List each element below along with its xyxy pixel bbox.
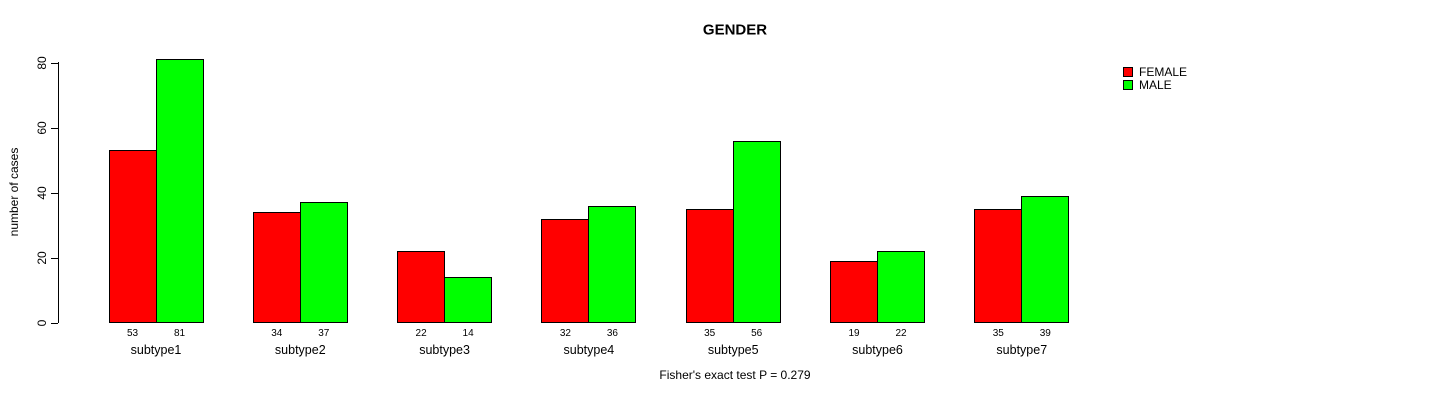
bar-value-label: 36	[606, 328, 618, 339]
bar-value-label: 53	[126, 328, 139, 339]
y-axis-label: number of cases	[7, 147, 21, 237]
y-tick-mark	[51, 192, 58, 194]
y-tick-mark	[51, 322, 58, 324]
y-tick-label: 20	[35, 250, 49, 265]
bar-male-subtype3	[444, 277, 493, 323]
y-tick-label: 60	[35, 120, 49, 135]
y-tick-mark	[51, 62, 58, 64]
bar-value-label: 39	[1039, 328, 1051, 339]
annotation-text: Fisher's exact test P = 0.279	[659, 368, 811, 382]
bar-value-label: 19	[848, 328, 860, 339]
category-label-subtype4: subtype4	[563, 343, 615, 357]
bar-male-subtype7	[1021, 195, 1070, 323]
bar-value-label: 35	[704, 328, 716, 339]
bar-female-subtype1	[108, 150, 157, 323]
bar-male-subtype2	[299, 202, 348, 323]
legend-item-female: FEMALE	[1123, 65, 1187, 79]
bar-male-subtype5	[732, 140, 781, 323]
category-label-subtype1: subtype1	[130, 343, 182, 357]
bar-value-label: 81	[173, 328, 186, 339]
y-tick-mark	[51, 127, 58, 129]
chart-title: GENDER	[702, 21, 768, 39]
bar-female-subtype2	[252, 212, 301, 323]
bar-value-label: 32	[559, 328, 571, 339]
legend-swatch-icon	[1123, 80, 1133, 91]
y-axis-line	[58, 62, 59, 323]
bar-value-label: 35	[992, 328, 1004, 339]
legend-swatch-icon	[1123, 66, 1133, 77]
bar-value-label: 34	[271, 328, 283, 339]
bar-male-subtype6	[877, 251, 925, 323]
bar-female-subtype5	[685, 208, 734, 323]
bar-value-label: 37	[318, 328, 330, 339]
bar-male-subtype1	[155, 59, 204, 323]
bar-female-subtype7	[974, 208, 1023, 323]
legend: FEMALE MALE	[1123, 65, 1187, 92]
bar-value-label: 22	[895, 328, 907, 339]
category-label-subtype5: subtype5	[707, 343, 759, 357]
y-tick-label: 80	[35, 55, 49, 70]
category-label-subtype7: subtype7	[996, 343, 1048, 357]
bar-value-label: 22	[415, 328, 427, 339]
bar-female-subtype3	[397, 251, 446, 323]
category-label-subtype3: subtype3	[419, 343, 470, 357]
bar-male-subtype4	[588, 205, 637, 323]
category-label-subtype6: subtype6	[852, 343, 903, 357]
y-tick-mark	[51, 257, 58, 259]
bar-value-label: 56	[751, 328, 763, 339]
category-label-subtype2: subtype2	[274, 343, 326, 357]
legend-item-male: MALE	[1123, 78, 1187, 93]
bar-female-subtype4	[541, 218, 590, 323]
bar-female-subtype6	[830, 260, 878, 323]
legend-label: FEMALE	[1139, 64, 1188, 79]
bar-value-label: 14	[462, 328, 474, 339]
y-tick-label: 40	[35, 185, 49, 200]
y-tick-label: 0	[35, 319, 49, 326]
legend-label: MALE	[1139, 78, 1172, 93]
